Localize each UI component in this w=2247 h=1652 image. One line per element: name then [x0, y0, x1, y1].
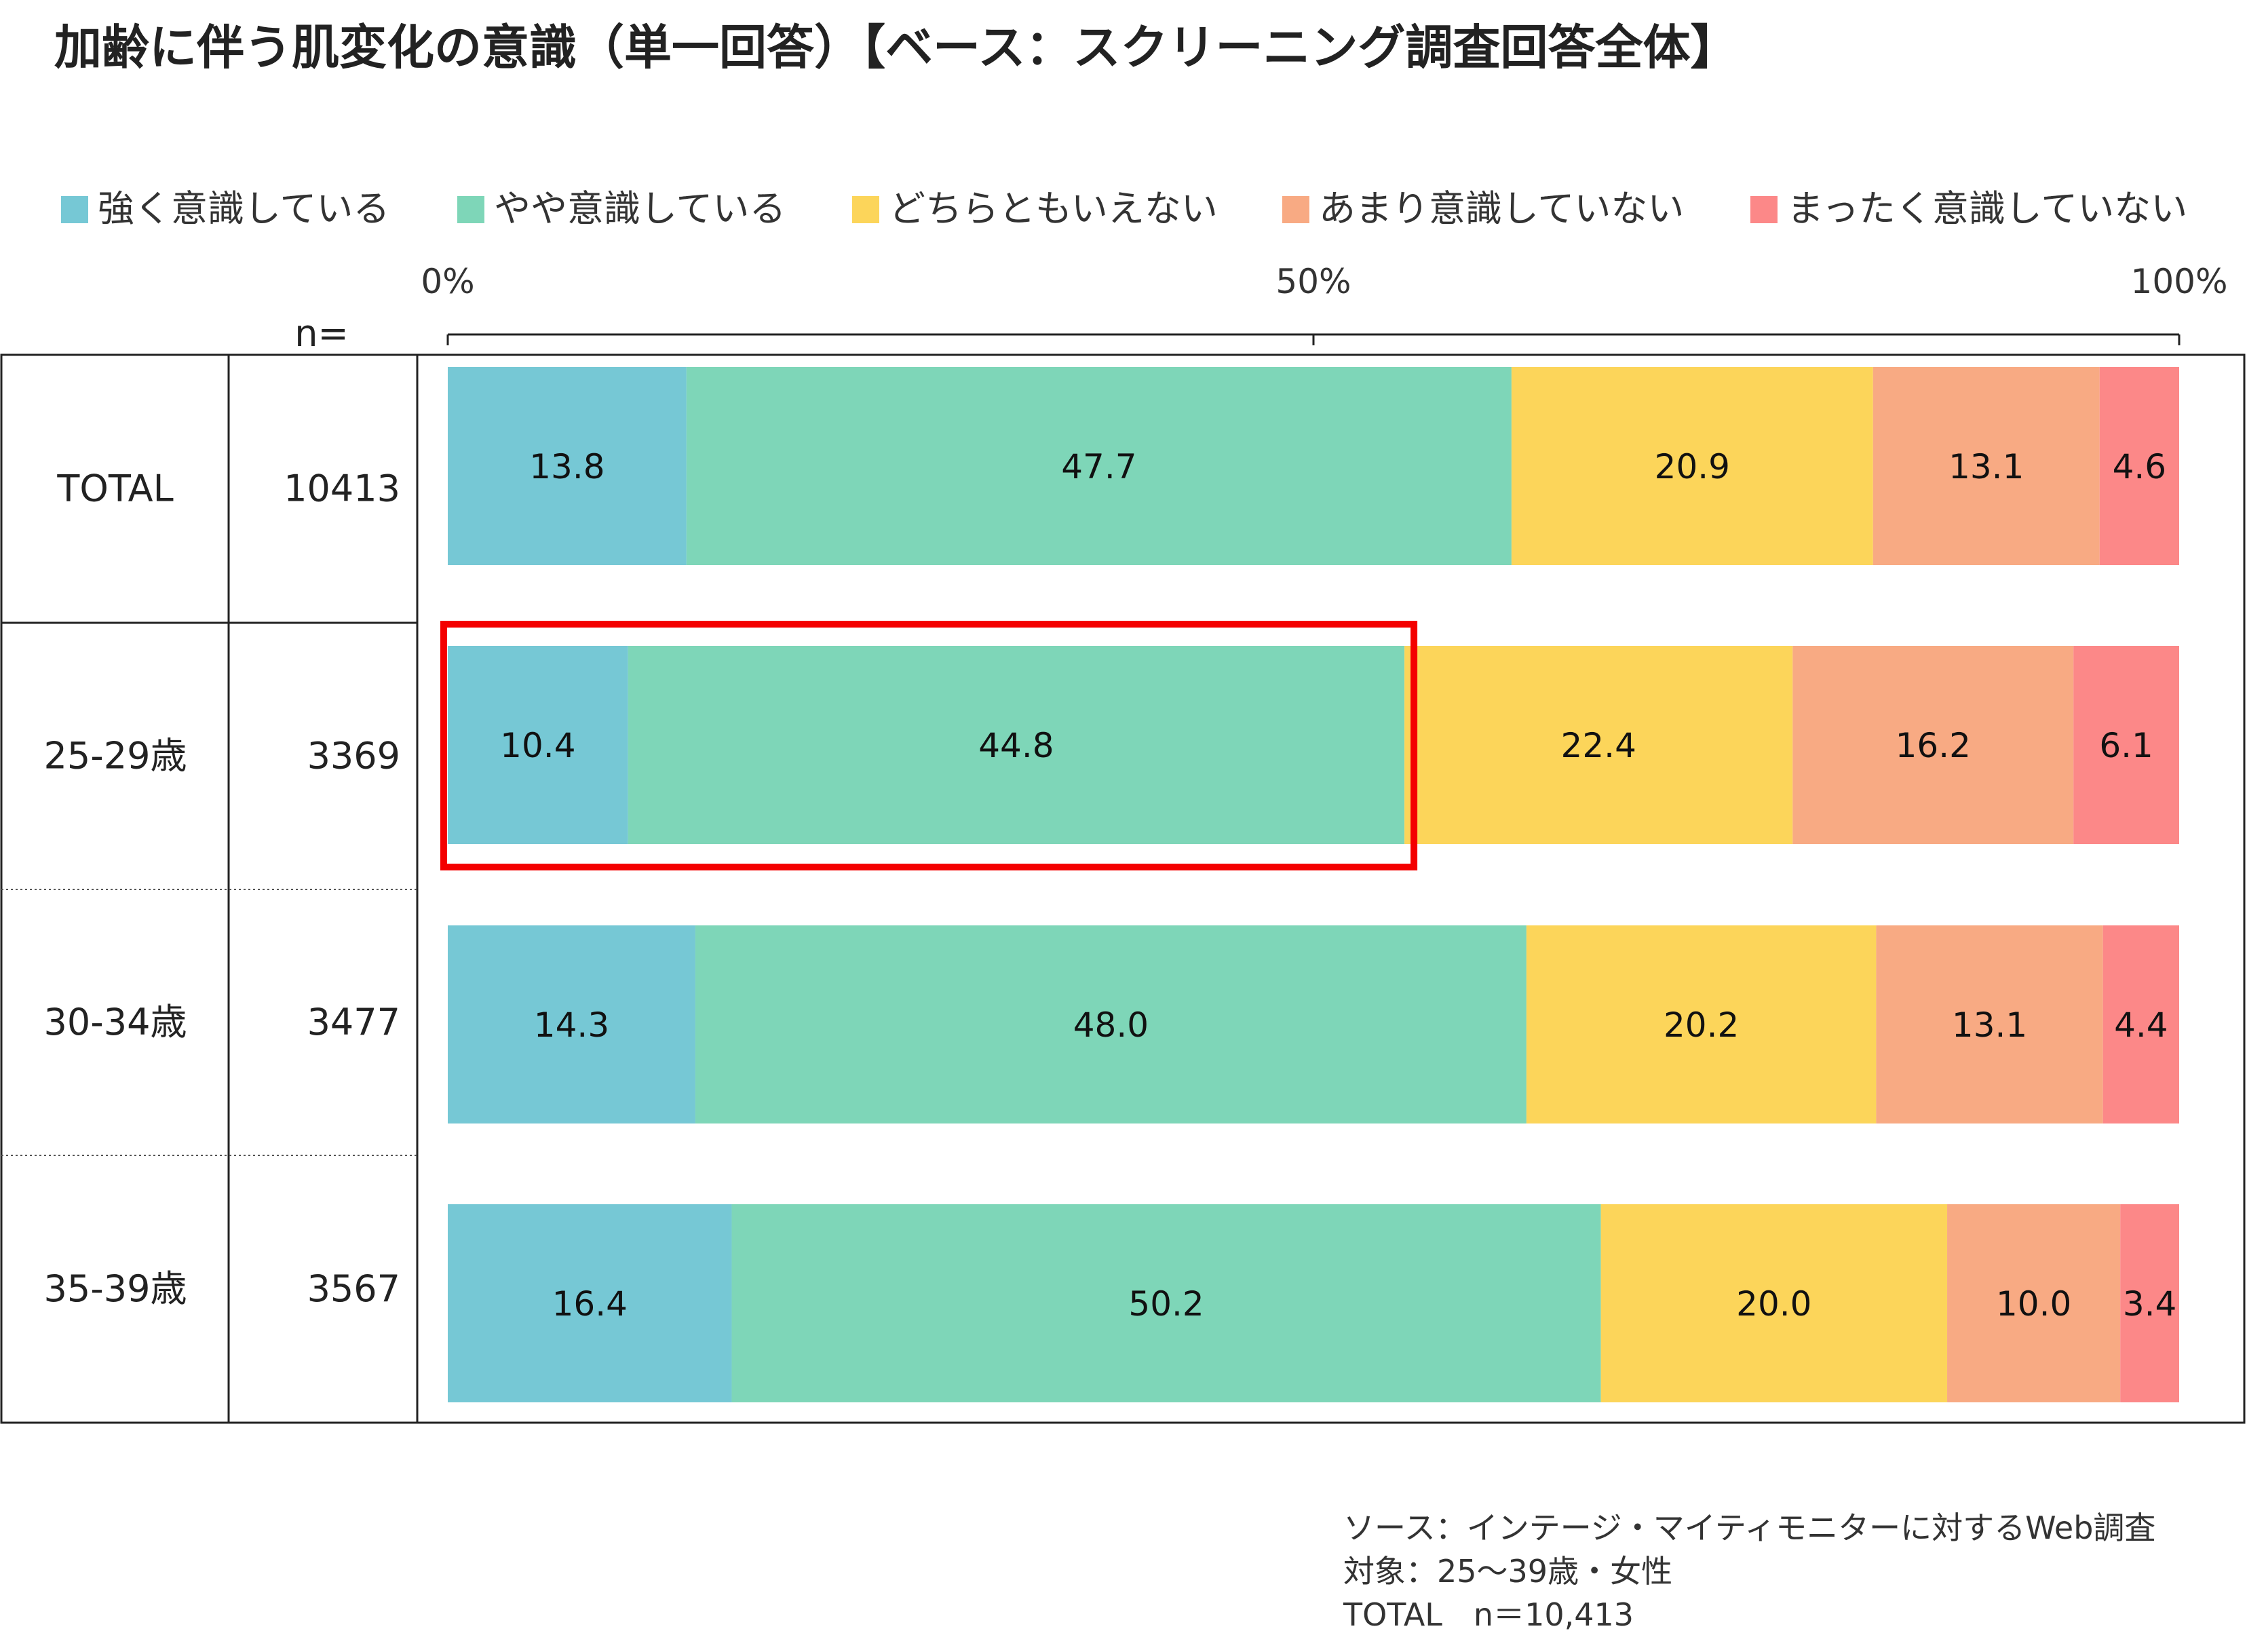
bar-value-label: 20.0	[1736, 1284, 1811, 1324]
n-value: 3567	[307, 1267, 400, 1310]
bar-segment	[2099, 367, 2179, 565]
highlight-box	[440, 621, 1418, 870]
bar-value-label: 16.2	[1896, 726, 1971, 765]
category-label: TOTAL	[56, 467, 173, 510]
legend-item: あまり意識していない	[1282, 178, 1684, 232]
bar-value-label: 50.2	[1128, 1284, 1204, 1324]
bar-value-label: 13.1	[1948, 447, 2024, 486]
category-label: 25-29歳	[44, 735, 187, 777]
bar-segment	[628, 646, 1405, 844]
bar-value-label: 20.2	[1664, 1005, 1739, 1045]
x-axis: 0% 50% 100% n=	[294, 262, 2227, 355]
bar-segment	[2102, 925, 2179, 1123]
bar-value-label: 48.0	[1073, 1005, 1149, 1045]
highlight-rect	[440, 621, 1418, 870]
bar-segment	[1876, 925, 2103, 1123]
bar-value-label: 16.4	[552, 1284, 628, 1324]
bars: 13.8 47.7 20.9 13.1 4.6 10.4 44.8 22.4 16.2 6.1 14…	[448, 367, 2179, 1402]
source-line: ソース：インテージ・マイティモニターに対するWeb調査	[1343, 1510, 2156, 1546]
n-value: 10413	[284, 467, 400, 510]
legend-label: どちらともいえない	[889, 187, 1218, 230]
total-n-line: TOTAL n＝10,413	[1343, 1596, 1634, 1633]
n-value: 3369	[307, 735, 400, 777]
legend-swatch	[457, 196, 484, 223]
n-header: n=	[294, 312, 348, 355]
bar-segment	[1792, 646, 2074, 844]
bar-value-label: 47.7	[1061, 447, 1136, 486]
bar-value-label: 10.4	[500, 726, 575, 765]
legend-item: まったく意識していない	[1750, 178, 2187, 232]
bar-segment	[1526, 925, 1877, 1123]
legend-label: 強く意識している	[98, 187, 390, 230]
x-tick-label: 50%	[1275, 262, 1351, 301]
bar-segment	[686, 367, 1512, 565]
legend-swatch	[1750, 196, 1778, 223]
bar-segment	[1404, 646, 1793, 844]
bar-segment	[2120, 1204, 2179, 1402]
bar-segment	[448, 367, 687, 565]
legend: 強く意識している やや意識している どちらともいえない あまり意識していない まったく意…	[61, 178, 2219, 232]
legend-item: 強く意識している	[61, 178, 389, 232]
bar-value-label: 44.8	[978, 726, 1054, 765]
bar-value-label: 4.6	[2113, 447, 2167, 486]
bar-value-label: 13.1	[1952, 1005, 2027, 1045]
bar-value-label: 10.0	[1996, 1284, 2071, 1324]
x-tick-label: 100%	[2131, 262, 2228, 301]
legend-item: どちらともいえない	[852, 178, 1218, 232]
bar-value-label: 14.3	[534, 1005, 609, 1045]
chart-title: 加齢に伴う肌変化の意識（単一回答）【ベース：スクリーニング調査回答全体】	[54, 20, 1738, 75]
bar-segment	[2073, 646, 2179, 844]
legend-label: やや意識している	[494, 187, 786, 230]
legend-label: まったく意識していない	[1787, 187, 2188, 230]
target-line: 対象：25〜39歳・女性	[1343, 1553, 1673, 1590]
legend-item: やや意識している	[457, 178, 786, 232]
source-note: ソース：インテージ・マイティモニターに対するWeb調査 対象：25〜39歳・女性…	[1343, 1506, 2155, 1636]
n-value: 3477	[307, 1001, 400, 1043]
legend-swatch	[1282, 196, 1309, 223]
x-tick-label: 0%	[421, 262, 474, 301]
table-frame	[0, 353, 2246, 1424]
bar-segment	[1872, 367, 2100, 565]
bar-value-label: 6.1	[2099, 726, 2153, 765]
bar-value-label: 22.4	[1561, 726, 1636, 765]
bar-value-label: 3.4	[2123, 1284, 2177, 1324]
legend-label: あまり意識していない	[1319, 187, 1685, 230]
bar-value-label: 13.8	[529, 447, 604, 486]
row-labels: TOTAL 10413 25-29歳 3369 30-34歳 3477 35-39歳 3567	[44, 467, 400, 1311]
bar-segment	[448, 925, 695, 1123]
bar-segment	[1947, 1204, 2121, 1402]
legend-swatch	[61, 196, 88, 223]
bar-value-label: 20.9	[1655, 447, 1730, 486]
category-label: 35-39歳	[44, 1267, 187, 1310]
bar-segment	[695, 925, 1526, 1123]
bar-segment	[448, 1204, 732, 1402]
legend-swatch	[852, 196, 879, 223]
bar-segment	[731, 1204, 1601, 1402]
bar-segment	[448, 646, 628, 844]
bar-value-label: 4.4	[2114, 1005, 2168, 1045]
bar-segment	[1600, 1204, 1948, 1402]
category-label: 30-34歳	[44, 1001, 187, 1043]
bar-segment	[1511, 367, 1873, 565]
